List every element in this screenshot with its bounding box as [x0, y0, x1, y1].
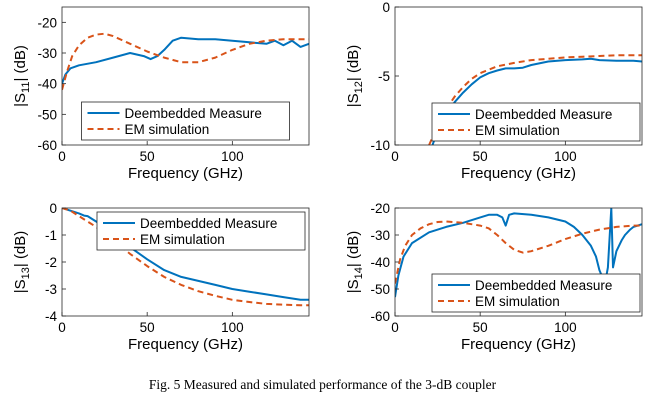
subplot-4: 0 50 100 -60 -50 -40 -30 -20 Frequency (GHz) |S14…	[345, 201, 643, 353]
legend-label: Deembedded Measure	[140, 216, 277, 231]
x-tick-label: 50	[473, 149, 488, 164]
y-tick-label: -30	[37, 46, 57, 61]
x-tick-label: 100	[554, 149, 577, 164]
x-axis-label: Frequency (GHz)	[461, 336, 576, 353]
y-axis-label: |S13| (dB)	[12, 231, 32, 294]
legend-label: EM simulation	[125, 122, 210, 137]
legend-label: EM simulation	[475, 123, 560, 138]
series-line-measure	[62, 208, 309, 301]
x-tick-label: 100	[221, 149, 244, 164]
figure-caption: Fig. 5 Measured and simulated performanc…	[148, 377, 497, 392]
series-line-simulation	[62, 208, 309, 307]
legend-label: Deembedded Measure	[125, 106, 262, 121]
legend-label: EM simulation	[140, 232, 225, 247]
series-line-simulation	[428, 54, 642, 145]
y-tick-label: -50	[37, 107, 57, 122]
x-tick-label: 100	[221, 320, 244, 335]
y-tick-label: -3	[45, 282, 57, 297]
axes-frame	[61, 6, 310, 146]
y-axis-label: |S14| (dB)	[345, 231, 365, 294]
y-tick-label: -20	[37, 15, 57, 30]
x-tick-label: 0	[391, 320, 399, 335]
x-tick-label: 0	[58, 149, 66, 164]
series-line-simulation	[62, 32, 309, 91]
legend-label: Deembedded Measure	[475, 278, 612, 293]
legend-label: Deembedded Measure	[475, 107, 612, 122]
y-axis-label: |S12| (dB)	[345, 45, 365, 108]
x-axis-label: Frequency (GHz)	[128, 336, 243, 353]
y-tick-label: 0	[49, 201, 57, 216]
y-tick-label: -5	[378, 69, 390, 84]
y-tick-label: -4	[45, 309, 57, 324]
subplot-2: 0 50 100 -10 -5 0 Frequency (GHz) |S12| (dB) Dee…	[345, 0, 643, 182]
series-line-measure	[395, 208, 642, 298]
y-tick-label: -60	[37, 138, 57, 153]
series-line-measure	[431, 57, 642, 145]
legend-box	[431, 102, 641, 142]
subplot-1: 0 50 100 -60 -50 -40 -30 -20 Frequency (GHz) |S11…	[12, 6, 310, 182]
legend-box	[96, 211, 306, 251]
series-line-simulation	[395, 220, 642, 284]
x-tick-label: 50	[140, 149, 155, 164]
y-tick-label: -10	[370, 138, 390, 153]
x-tick-label: 100	[554, 320, 577, 335]
y-tick-label: -50	[370, 282, 390, 297]
legend-label: EM simulation	[475, 294, 560, 309]
x-tick-label: 0	[391, 149, 399, 164]
legend-box	[81, 101, 290, 141]
y-tick-label: -30	[370, 228, 390, 243]
y-tick-label: -2	[45, 255, 57, 270]
series-line-measure	[62, 36, 309, 85]
y-tick-label: -40	[37, 77, 57, 92]
x-tick-label: 0	[58, 320, 66, 335]
y-tick-label: -20	[370, 201, 390, 216]
x-axis-label: Frequency (GHz)	[128, 165, 243, 182]
x-axis-label: Frequency (GHz)	[461, 165, 576, 182]
subplot-3: 0 50 100 -4 -3 -2 -1 0 Frequency (GHz) |S13| (dB)…	[12, 201, 310, 353]
legend-box	[431, 273, 641, 313]
y-tick-label: 0	[382, 0, 390, 15]
x-tick-label: 50	[473, 320, 488, 335]
y-axis-label: |S11| (dB)	[12, 45, 32, 107]
y-tick-label: -60	[370, 309, 390, 324]
x-tick-label: 50	[140, 320, 155, 335]
y-tick-label: -40	[370, 255, 390, 270]
y-tick-label: -1	[45, 228, 57, 243]
